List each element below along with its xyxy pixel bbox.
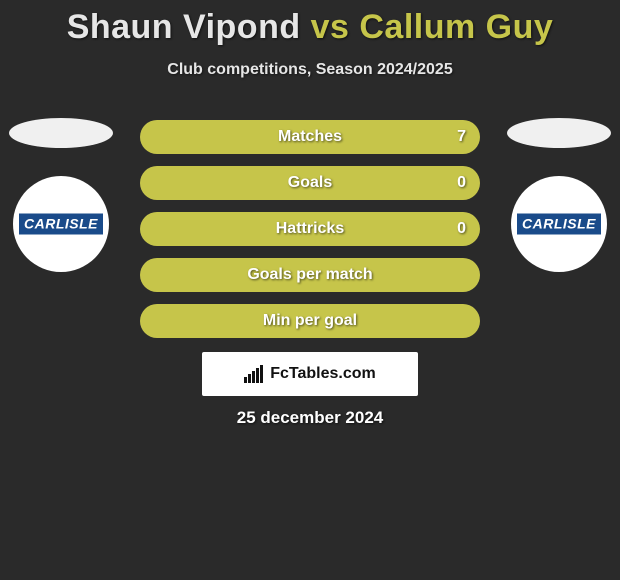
stat-value-right: 0 bbox=[457, 220, 466, 238]
player2-avatar-placeholder bbox=[507, 118, 611, 148]
stat-row: Hattricks0 bbox=[140, 212, 480, 246]
left-side: CARLISLE bbox=[6, 118, 116, 272]
stat-label: Matches bbox=[140, 128, 480, 146]
bar-chart-icon bbox=[244, 365, 266, 383]
stats-column: Matches7Goals0Hattricks0Goals per matchM… bbox=[140, 120, 480, 350]
stat-row: Matches7 bbox=[140, 120, 480, 154]
stat-row: Goals per match bbox=[140, 258, 480, 292]
stat-label: Min per goal bbox=[140, 312, 480, 330]
player2-club-name: CARLISLE bbox=[517, 214, 601, 235]
page-title: Shaun Vipond vs Callum Guy bbox=[0, 0, 620, 47]
player1-name: Shaun Vipond bbox=[67, 8, 301, 46]
stat-value-right: 7 bbox=[457, 128, 466, 146]
stat-value-right: 0 bbox=[457, 174, 466, 192]
attribution-text: FcTables.com bbox=[270, 365, 376, 383]
stat-label: Hattricks bbox=[140, 220, 480, 238]
player1-club-badge: CARLISLE bbox=[13, 176, 109, 272]
player1-avatar-placeholder bbox=[9, 118, 113, 148]
player2-club-badge: CARLISLE bbox=[511, 176, 607, 272]
player2-name: Callum Guy bbox=[359, 8, 553, 46]
attribution-box: FcTables.com bbox=[202, 352, 418, 396]
subtitle: Club competitions, Season 2024/2025 bbox=[0, 61, 620, 79]
stat-label: Goals per match bbox=[140, 266, 480, 284]
vs-label: vs bbox=[311, 8, 350, 46]
player1-club-name: CARLISLE bbox=[19, 214, 103, 235]
right-side: CARLISLE bbox=[504, 118, 614, 272]
date-label: 25 december 2024 bbox=[0, 408, 620, 428]
stat-row: Min per goal bbox=[140, 304, 480, 338]
stat-label: Goals bbox=[140, 174, 480, 192]
stat-row: Goals0 bbox=[140, 166, 480, 200]
